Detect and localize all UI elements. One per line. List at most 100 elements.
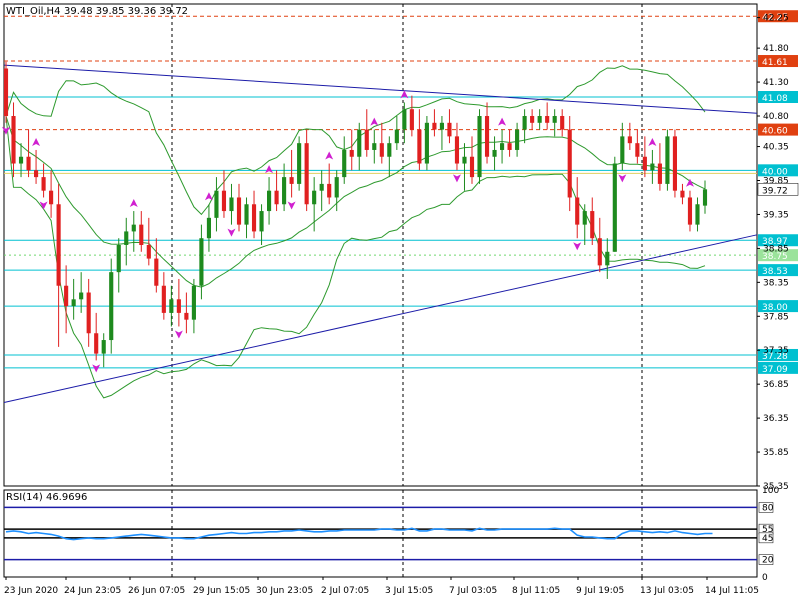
- candle-body-91: [687, 197, 693, 225]
- rsi-pane-frame: [3, 489, 758, 578]
- candle-body-12: [94, 333, 99, 354]
- bollinger-layer: [5, 65, 706, 399]
- level-label-4: 40.00: [762, 167, 788, 177]
- candle-body-0: [3, 68, 9, 117]
- price-tick-label-10: 37.35: [763, 346, 789, 356]
- candle-body-67: [507, 143, 512, 150]
- level-label-5: 38.97: [762, 237, 788, 247]
- price-tick-label-11: 36.85: [763, 380, 789, 390]
- rsi-label: RSI(14) 46.9696: [6, 492, 87, 503]
- level-tag-10: [758, 361, 798, 374]
- rsi-tick-box-20: [758, 554, 774, 565]
- time-tick-label-2: 26 Jun 07:05: [128, 586, 185, 596]
- candle-body-47: [357, 129, 362, 157]
- candle-body-4: [33, 170, 39, 178]
- candle-body-10: [79, 292, 84, 300]
- price-tick-label-5: 39.85: [763, 177, 789, 187]
- candle-body-79: [597, 238, 602, 266]
- candle-body-71: [537, 116, 542, 123]
- bollinger-upper: [5, 65, 706, 216]
- candle-body-63: [477, 116, 482, 178]
- candle-body-87: [657, 163, 662, 184]
- time-tick-label-9: 9 Jul 19:05: [576, 586, 624, 596]
- candle-body-16: [124, 231, 129, 245]
- candle-body-80: [605, 251, 610, 266]
- candle-body-15: [116, 245, 121, 273]
- candle-body-58: [439, 122, 445, 130]
- rsi-tick-box-80: [758, 502, 774, 513]
- level-tag-7: [758, 264, 798, 277]
- time-tick-label-6: 3 Jul 15:05: [385, 586, 433, 596]
- candle-body-31: [236, 197, 242, 225]
- time-tick-label-1: 24 Jun 23:05: [64, 586, 121, 596]
- candle-body-30: [229, 197, 234, 212]
- candle-body-28: [214, 190, 219, 218]
- price-tick-label-13: 35.85: [763, 448, 789, 458]
- price-axis-layer: 42.25 41.80 41.30 40.80 40.35 39.85 39.35 38.85…: [757, 14, 799, 492]
- chart-symbol-label: WTI_Oil,H4: [6, 6, 60, 17]
- level-label-9: 37.28: [762, 352, 788, 362]
- candle-body-19: [146, 245, 151, 259]
- candle-body-35: [266, 190, 272, 212]
- trendline-support: [3, 234, 758, 403]
- candle-body-59: [447, 122, 452, 137]
- candle-body-9: [71, 299, 76, 307]
- candle-body-76: [575, 197, 580, 225]
- candle-body-14: [109, 272, 114, 341]
- time-axis-layer: 23 Jun 2020 24 Jun 23:05 26 Jun 07:05 29 Ju…: [4, 577, 759, 596]
- candle-body-24: [184, 312, 189, 320]
- rsi-line: [5, 527, 713, 541]
- candle-body-93: [702, 189, 708, 206]
- candle-body-83: [627, 136, 632, 144]
- fractal-up-12: [400, 90, 409, 99]
- candle-body-40: [304, 143, 309, 205]
- rsi-tick-label-80: 80: [762, 503, 774, 513]
- price-tick-label-1: 41.80: [763, 44, 789, 54]
- fractal-down-2: [39, 201, 48, 210]
- price-tick-label-0: 42.25: [763, 14, 789, 24]
- fractal-up-6: [204, 192, 213, 201]
- candle-body-66: [499, 143, 505, 150]
- candle-body-60: [454, 136, 460, 164]
- time-tick-label-8: 8 Jul 11:05: [512, 586, 560, 596]
- candle-body-39: [297, 143, 302, 184]
- candle-body-11: [86, 292, 91, 334]
- candle-body-38: [289, 177, 294, 184]
- time-tick-label-0: 23 Jun 2020: [4, 586, 58, 596]
- rsi-tick-box-45: [758, 532, 774, 544]
- fractal-up-10: [325, 151, 334, 160]
- candle-body-29: [221, 190, 227, 212]
- fractals-layer: [2, 90, 694, 373]
- bollinger-middle: [5, 115, 706, 288]
- fractal-down-16: [618, 174, 627, 183]
- time-tick-label-5: 2 Jul 07:05: [321, 586, 369, 596]
- candle-body-42: [319, 183, 324, 191]
- fractal-up-11: [370, 117, 379, 126]
- candle-body-23: [176, 299, 181, 313]
- candle-body-13: [101, 340, 106, 354]
- level-tag-2: [758, 91, 798, 104]
- fractal-up-18: [685, 178, 694, 187]
- candle-body-57: [432, 122, 437, 130]
- rsi-tick-label-100: 100: [762, 486, 779, 496]
- level-label-6: 38.75: [762, 252, 788, 262]
- trendline-resistance: [3, 64, 758, 114]
- candle-body-37: [282, 177, 287, 205]
- time-tick-label-4: 30 Jun 23:05: [256, 586, 313, 596]
- time-tick-label-11: 14 Jul 11:05: [705, 586, 759, 596]
- fractal-up-4: [129, 199, 138, 208]
- levels-layer: 42.27 41.61 41.08 40.60 40.00 38.97 38.75 38.53…: [4, 10, 798, 375]
- level-label-2: 41.08: [762, 94, 788, 104]
- candle-body-73: [552, 116, 557, 123]
- candle-body-68: [515, 129, 520, 150]
- level-tag-4: [758, 164, 798, 177]
- level-label-7: 38.53: [762, 267, 788, 277]
- level-label-1: 41.61: [762, 58, 788, 68]
- candle-body-26: [199, 238, 204, 286]
- fractal-up-17: [648, 137, 657, 146]
- candle-body-64: [484, 116, 490, 157]
- fractal-up-1: [32, 137, 41, 146]
- candle-body-74: [560, 116, 565, 130]
- candle-body-69: [522, 116, 527, 130]
